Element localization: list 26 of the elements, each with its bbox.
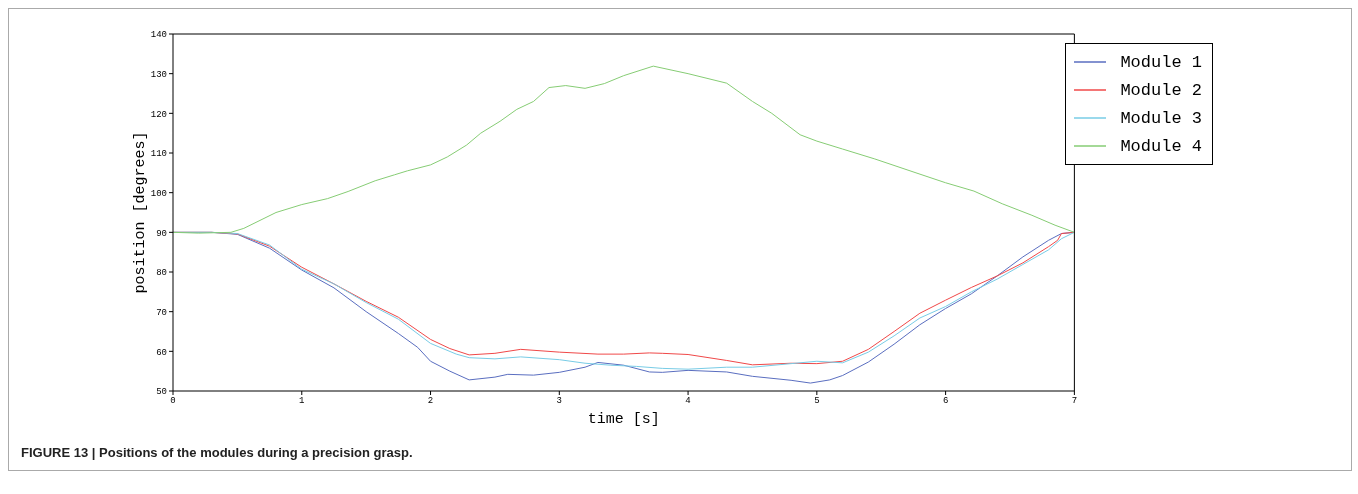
y-tick-label: 80 (156, 268, 167, 279)
y-tick-label: 110 (150, 149, 167, 160)
x-tick-label: 3 (556, 396, 563, 407)
x-tick-label: 4 (685, 396, 691, 407)
x-axis-title: time [s] (587, 411, 660, 428)
x-tick-label: 5 (814, 396, 820, 407)
x-tick-label: 1 (299, 396, 305, 407)
line-series (173, 65, 1075, 234)
y-axis-title: position [degrees] (132, 131, 150, 294)
x-tick-label: 7 (1071, 396, 1078, 407)
y-tick-label: 120 (150, 109, 167, 120)
legend-label: Module 2 (1120, 80, 1202, 100)
x-tick-label: 0 (170, 396, 176, 407)
y-tick-label: 140 (150, 30, 167, 41)
y-tick-label: 50 (156, 387, 167, 398)
y-tick-label: 130 (150, 69, 167, 80)
legend-label: Module 4 (1120, 136, 1202, 156)
y-tick-label: 100 (150, 188, 167, 199)
x-tick-label: 2 (427, 396, 434, 407)
legend-label: Module 1 (1120, 52, 1202, 72)
x-tick-label: 6 (942, 396, 949, 407)
y-tick-label: 90 (156, 228, 167, 239)
y-tick-label: 60 (156, 347, 167, 358)
caption: FIGURE 13 | Positions of the modules during a precision grasp. (20, 444, 414, 462)
legend-label: Module 3 (1120, 108, 1202, 128)
y-tick-label: 70 (156, 307, 167, 318)
